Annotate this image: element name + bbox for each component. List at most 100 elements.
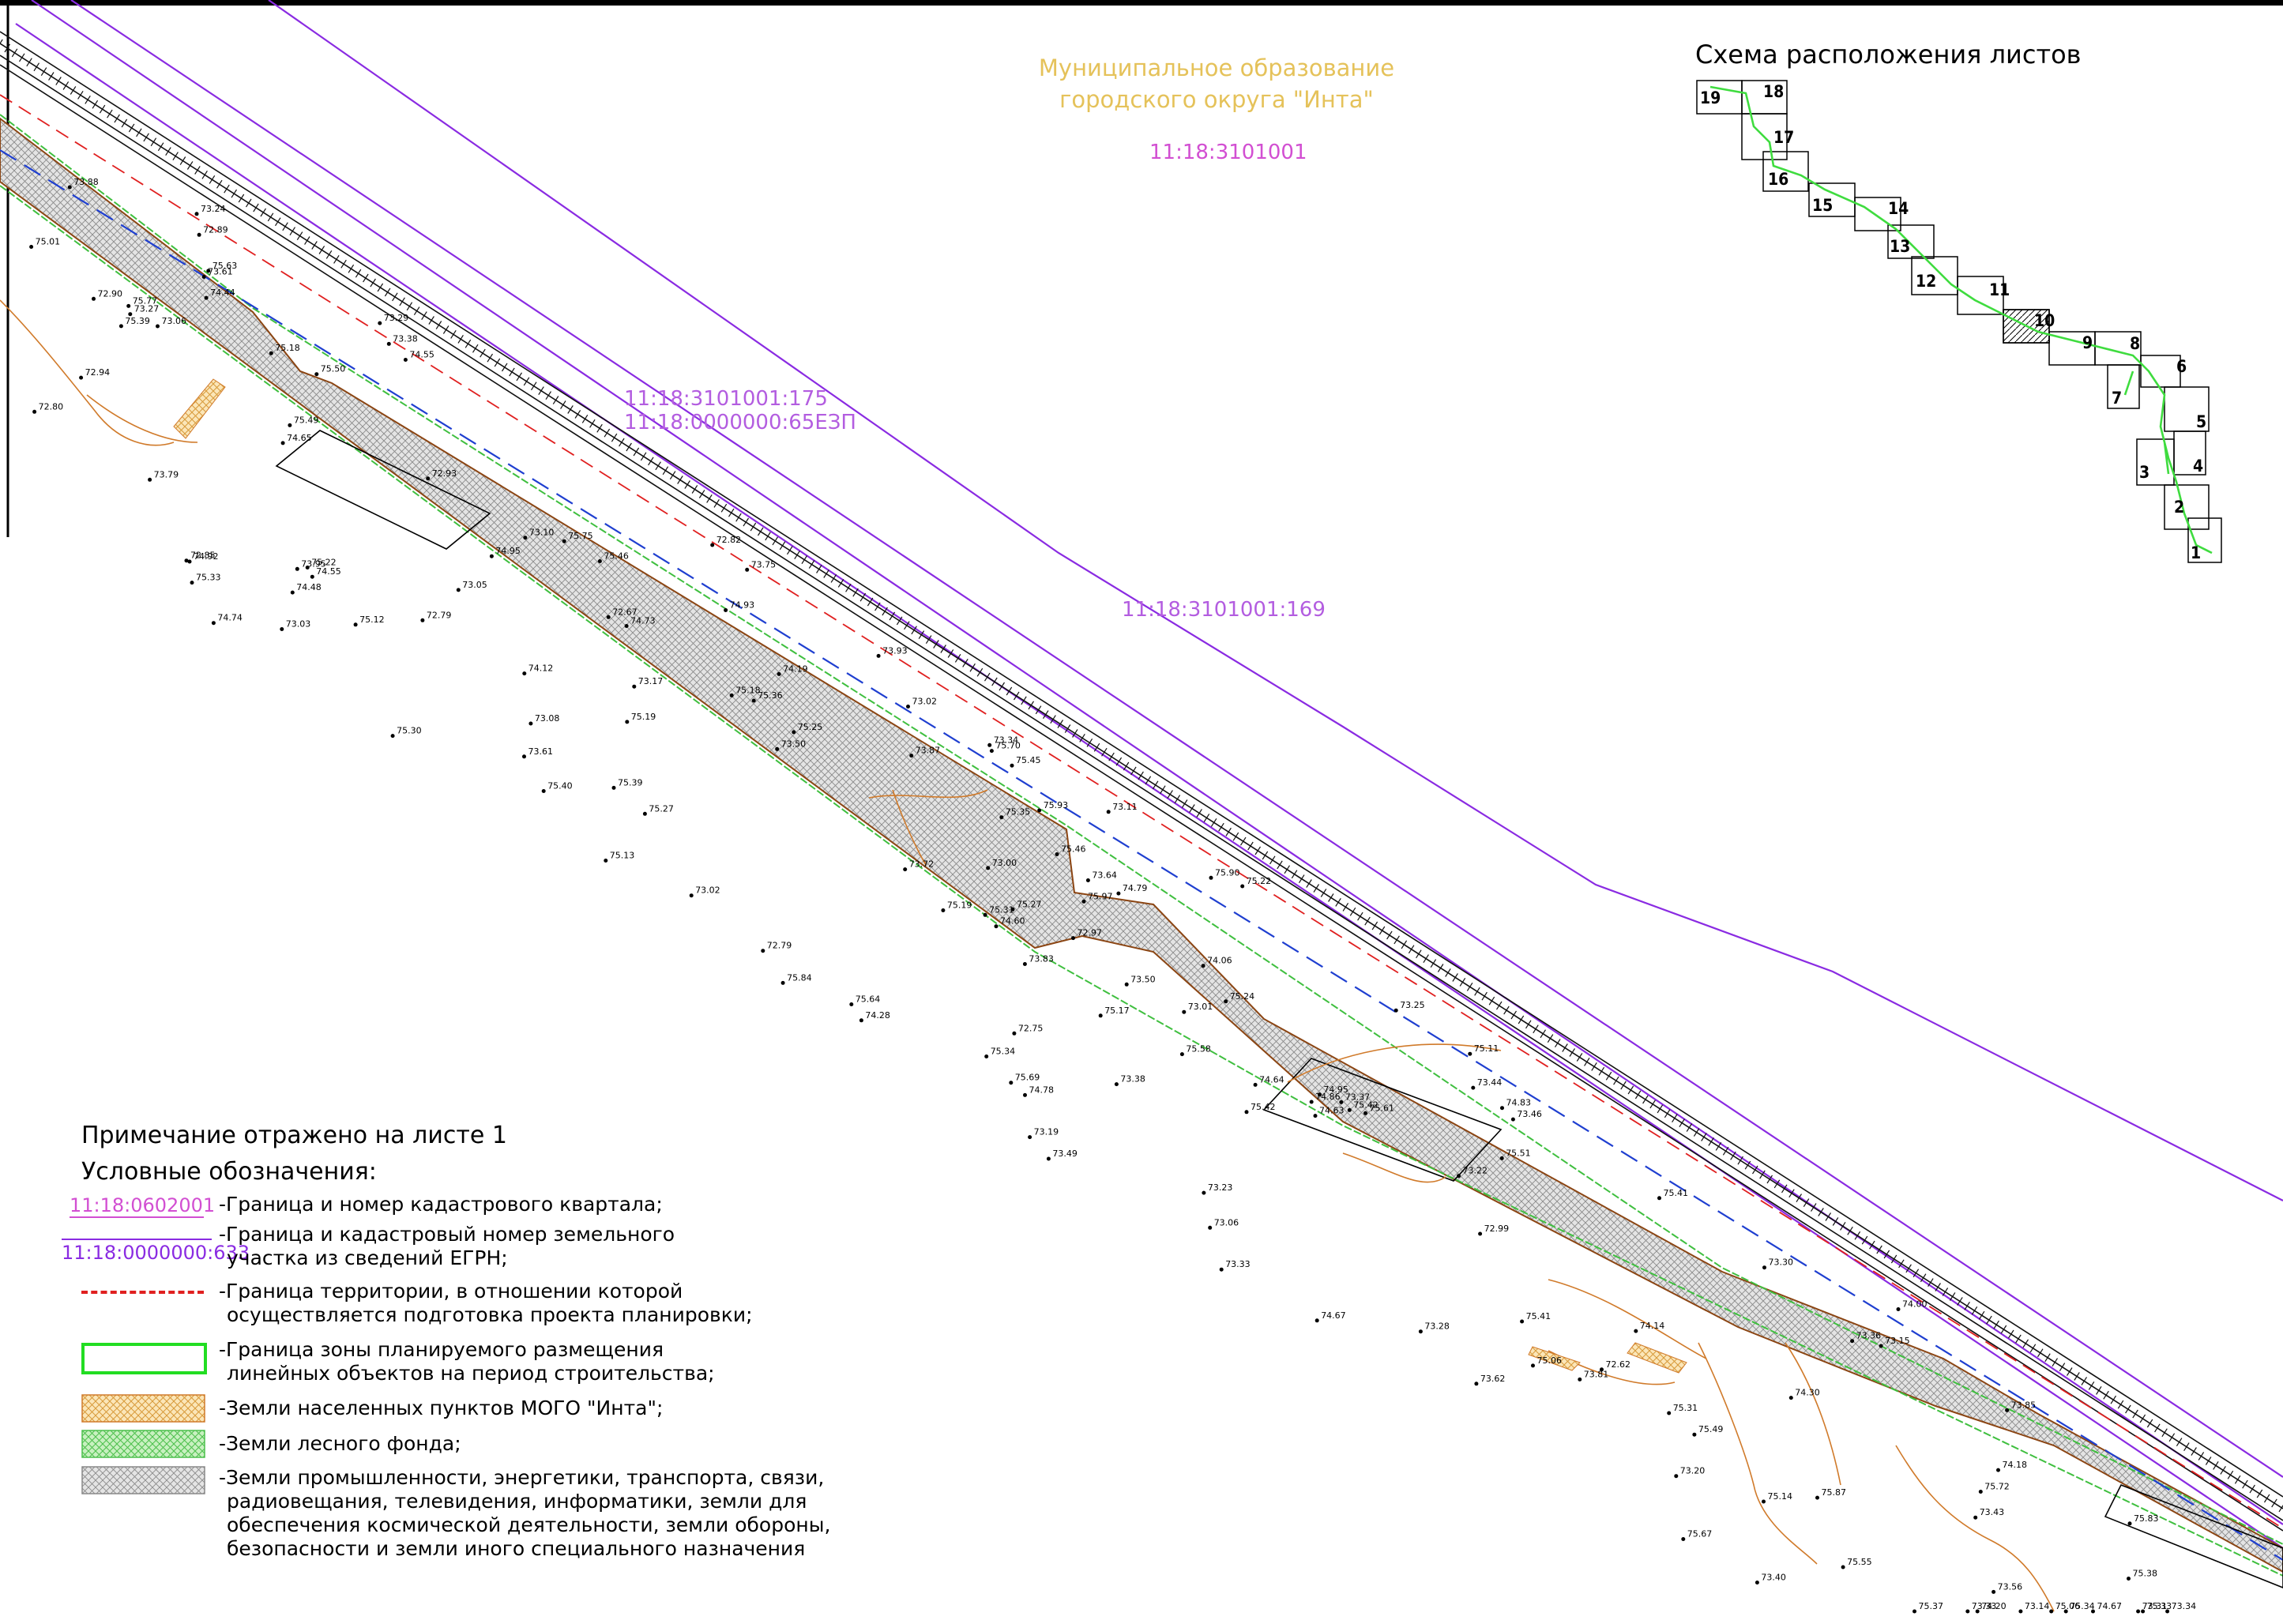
elevation-label: 74.67 [2097,1601,2123,1611]
elevation-label: 73.15 [1885,1336,1910,1346]
sheet-12[interactable]: 12 [1916,272,1937,291]
elevation-label: 74.19 [783,664,808,674]
elevation-point [849,1002,854,1006]
elevation-label: 75.22 [1247,876,1272,886]
elevation-point [204,295,209,300]
legend-item-settlement: -Земли населенных пунктов МОГО "Инта"; [219,1397,664,1419]
elevation-point [206,269,211,273]
elevation-label: 73.02 [912,697,938,707]
sheet-17[interactable]: 17 [1773,128,1795,147]
legend-symbol-forest [81,1430,205,1458]
legend-item-territory-l1: -Граница территории, в отношении которой [219,1280,683,1303]
elevation-label: 74.73 [630,616,656,626]
legend-item-zone-l1: -Граница зоны планируемого размещения [219,1338,664,1361]
elevation-label: 75.67 [1687,1529,1713,1539]
elevation-point [1081,899,1086,904]
sheet-14[interactable]: 14 [1888,199,1909,218]
elevation-point [2136,1609,2141,1614]
elevation-point [1457,1174,1461,1179]
elevation-label: 73.83 [1029,954,1054,964]
elevation-label: 73.01 [1188,1002,1213,1012]
elevation-label: 74.12 [528,664,554,674]
elevation-point [632,684,637,689]
elevation-label: 74.83 [1506,1098,1532,1108]
elevation-label: 72.67 [612,607,638,617]
elevation-point [194,212,199,216]
elevation-point [1788,1396,1793,1400]
parcel-label-c: 11:18:3101001:169 [1122,598,1326,622]
elevation-label: 73.31 [2142,1601,2168,1611]
sheet-10[interactable]: 10 [2034,311,2055,330]
elevation-label: 74.06 [1207,956,1232,966]
elevation-label: 72.99 [1484,1224,1510,1234]
legend-symbol-parcel: 11:18:0000000:633 [62,1239,250,1264]
elevation-label: 73.79 [154,469,179,479]
sheet-1[interactable]: 1 [2191,543,2202,562]
sheet-7[interactable]: 7 [2112,389,2123,408]
sheet-3[interactable]: 3 [2139,463,2150,482]
sheet-19[interactable]: 19 [1700,88,1721,107]
sheet-border-top [0,0,2283,6]
sheet-11[interactable]: 11 [1989,280,2010,299]
elevation-point [1520,1319,1525,1324]
elevation-point [2127,1577,2131,1581]
elevation-label: 73.61 [528,746,554,757]
elevation-label: 73.93 [882,645,908,656]
elevation-label: 73.36 [1856,1331,1882,1341]
elevation-point [522,754,526,759]
municipality-line2: городского округа "Инта" [1059,86,1374,113]
elevation-label: 72.82 [716,535,742,545]
elevation-label: 75.34 [2070,1601,2095,1611]
elevation-point [1978,1490,1983,1494]
elevation-point [128,312,133,317]
elevation-label: 75.19 [631,712,656,722]
elevation-label: 73.33 [1972,1601,1997,1611]
elevation-label: 72.89 [203,224,228,235]
elevation-point [1313,1114,1318,1118]
sheet-6[interactable]: 6 [2176,357,2187,376]
elevation-label: 75.25 [798,722,823,732]
elevation-point [1996,1468,2000,1472]
elevation-point [1009,1081,1014,1085]
elevation-point [1841,1565,1845,1569]
elevation-label: 73.40 [1761,1573,1786,1583]
elevation-point [1219,1267,1224,1272]
elevation-label: 72.94 [85,367,111,378]
sheet-16[interactable]: 16 [1768,170,1789,189]
elevation-point [67,185,72,190]
parcel-label-a: 11:18:3101001:175 [624,387,828,411]
elevation-point [295,566,299,571]
elevation-label: 74.95 [1323,1085,1348,1095]
corridor-green-border [0,114,2283,1545]
sheet-9[interactable]: 9 [2082,333,2093,352]
legend-item-industrial-l3: обеспечения космической деятельности, зе… [227,1513,831,1536]
elevation-point [941,908,946,912]
elevation-point [197,232,201,237]
elevation-point [1975,1609,1980,1614]
elevation-label: 73.50 [781,739,807,749]
elevation-point [1116,891,1121,896]
sheet-18[interactable]: 18 [1763,82,1785,101]
elevation-label: 75.37 [1919,1601,1944,1611]
elevation-label: 75.61 [1370,1103,1395,1113]
sheet-5[interactable]: 5 [2196,412,2207,431]
elevation-label: 75.46 [604,551,629,562]
municipality-label: Муниципальное образование городского окр… [1035,52,1398,115]
elevation-point [761,949,765,953]
sheet-4[interactable]: 4 [2193,457,2204,476]
elevation-point [1468,1051,1472,1056]
elevation-label: 75.55 [1847,1557,1872,1567]
elevation-point [1208,1225,1213,1230]
elevation-point [1499,1156,1504,1160]
elevation-label: 73.33 [1225,1259,1251,1269]
sheet-2[interactable]: 2 [2174,498,2185,517]
elevation-label: 73.22 [1463,1166,1488,1176]
sheet-13[interactable]: 13 [1890,237,1911,256]
legend-item-quarter: -Граница и номер кадастрового квартала; [219,1193,663,1216]
sheet-8[interactable]: 8 [2130,334,2141,353]
sheet-15[interactable]: 15 [1812,196,1834,215]
elevation-point [1202,1190,1206,1195]
elevation-point [1896,1307,1901,1311]
elevation-point [2049,1609,2054,1614]
elevation-label: 75.87 [1822,1487,1847,1498]
